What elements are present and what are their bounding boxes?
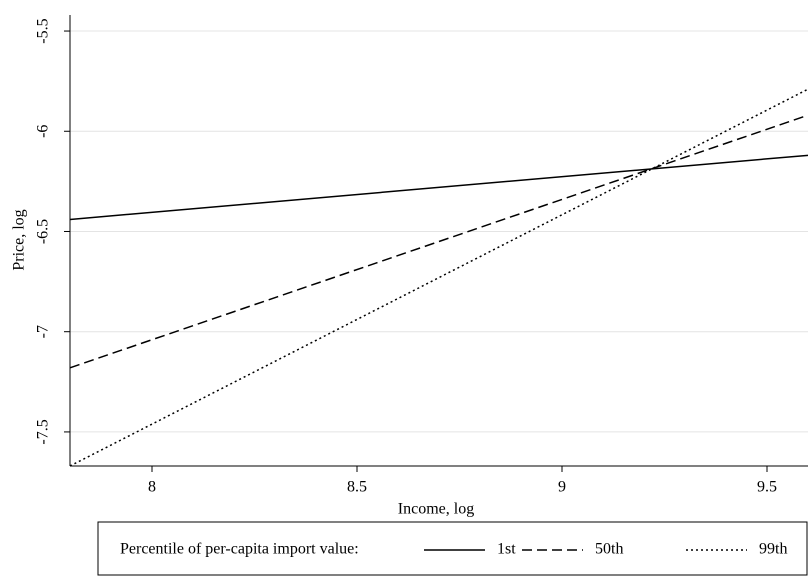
x-tick-label: 9.5	[757, 479, 777, 496]
x-axis-label: Income, log	[398, 501, 474, 518]
x-tick-label: 9	[558, 479, 566, 496]
y-tick-label: -6	[35, 125, 52, 138]
legend-label: 99th	[759, 541, 787, 558]
line-series	[69, 114, 808, 369]
legend-box	[97, 521, 808, 576]
y-tick-label: -5.5	[35, 18, 52, 43]
x-tick-label: 8	[148, 479, 156, 496]
x-tick-label: 8.5	[347, 479, 367, 496]
line-series	[69, 88, 808, 467]
y-tick-label: -7.5	[35, 419, 52, 444]
line-series	[69, 154, 808, 221]
legend-title: Percentile of per-capita import value:	[120, 541, 359, 558]
legend-label: 1st	[497, 541, 516, 558]
y-tick-label: -6.5	[35, 219, 52, 244]
y-axis-label: Price, log	[11, 209, 28, 270]
legend-label: 50th	[595, 541, 623, 558]
y-tick-label: -7	[35, 325, 52, 338]
